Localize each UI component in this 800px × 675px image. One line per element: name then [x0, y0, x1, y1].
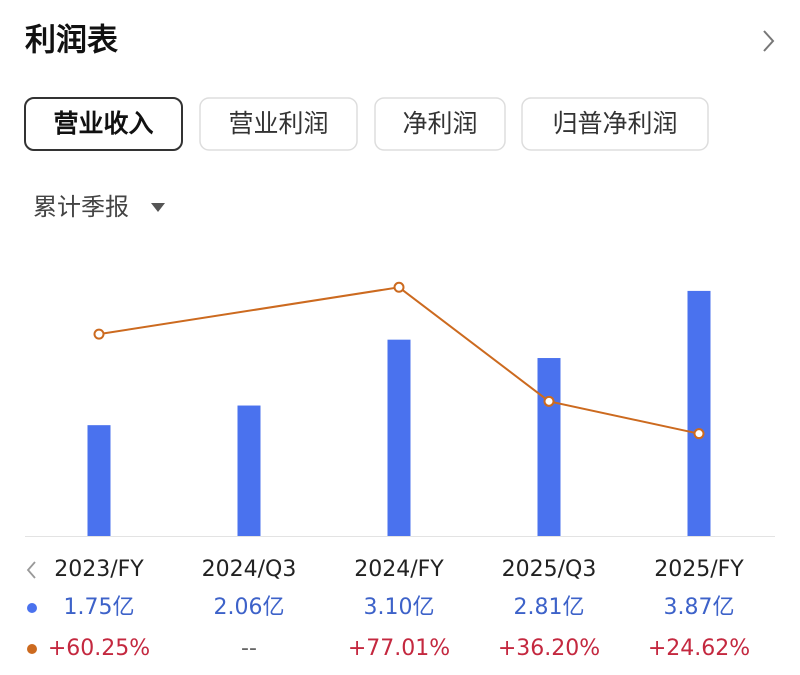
value-label: --: [241, 636, 257, 661]
growth-point: [543, 395, 555, 407]
tab-label[interactable]: 营业收入: [53, 109, 153, 138]
tab[interactable]: 营业利润: [199, 97, 358, 151]
category-label: 2023/FY: [54, 557, 144, 582]
dropdown-arrow[interactable]: [151, 203, 165, 212]
growth-point: [393, 281, 405, 293]
tab-box[interactable]: [374, 97, 506, 151]
value-label: +77.01%: [348, 636, 450, 661]
page-title: 利润表: [25, 23, 118, 59]
bar: [687, 290, 711, 536]
growth-point: [693, 428, 705, 440]
category-label: 2025/Q3: [502, 557, 597, 582]
growth-point: [93, 328, 105, 340]
category-label: 2024/FY: [354, 557, 444, 582]
growth-line: [98, 286, 700, 435]
period-label[interactable]: 累计季报: [33, 193, 129, 221]
tab[interactable]: 净利润: [374, 97, 506, 151]
tab[interactable]: 归普净利润: [521, 97, 709, 151]
scroll-left[interactable]: [26, 561, 36, 579]
bar: [537, 358, 561, 536]
period-dropdown[interactable]: 累计季报: [33, 193, 165, 221]
category-label: 2024/Q3: [202, 557, 297, 582]
more-chevron[interactable]: [763, 30, 775, 52]
category-label: 2025/FY: [654, 557, 744, 582]
row-dot: [27, 644, 37, 654]
tab-label[interactable]: 归普净利润: [552, 109, 677, 138]
tab-box[interactable]: [24, 97, 183, 151]
tab-box[interactable]: [199, 97, 358, 151]
tab-label[interactable]: 净利润: [402, 109, 477, 138]
value-label: +60.25%: [48, 636, 150, 661]
value-label: +24.62%: [648, 636, 750, 661]
bar: [87, 425, 111, 536]
tab-label[interactable]: 营业利润: [228, 109, 328, 138]
row-dot: [27, 603, 37, 613]
chart: 2023/FY 2024/Q3 2024/FY 2025/Q3 2025/FY 1.75亿…: [27, 281, 750, 661]
value-label: 3.87亿: [664, 595, 735, 620]
value-label: +36.20%: [498, 636, 600, 661]
tab-box[interactable]: [521, 97, 709, 151]
bar: [237, 405, 261, 536]
value-label: 1.75亿: [64, 595, 135, 620]
bar: [387, 339, 411, 536]
tab[interactable]: 营业收入: [24, 97, 183, 151]
value-label: 2.06亿: [214, 595, 285, 620]
value-label: 2.81亿: [514, 595, 585, 620]
value-label: 3.10亿: [364, 595, 435, 620]
